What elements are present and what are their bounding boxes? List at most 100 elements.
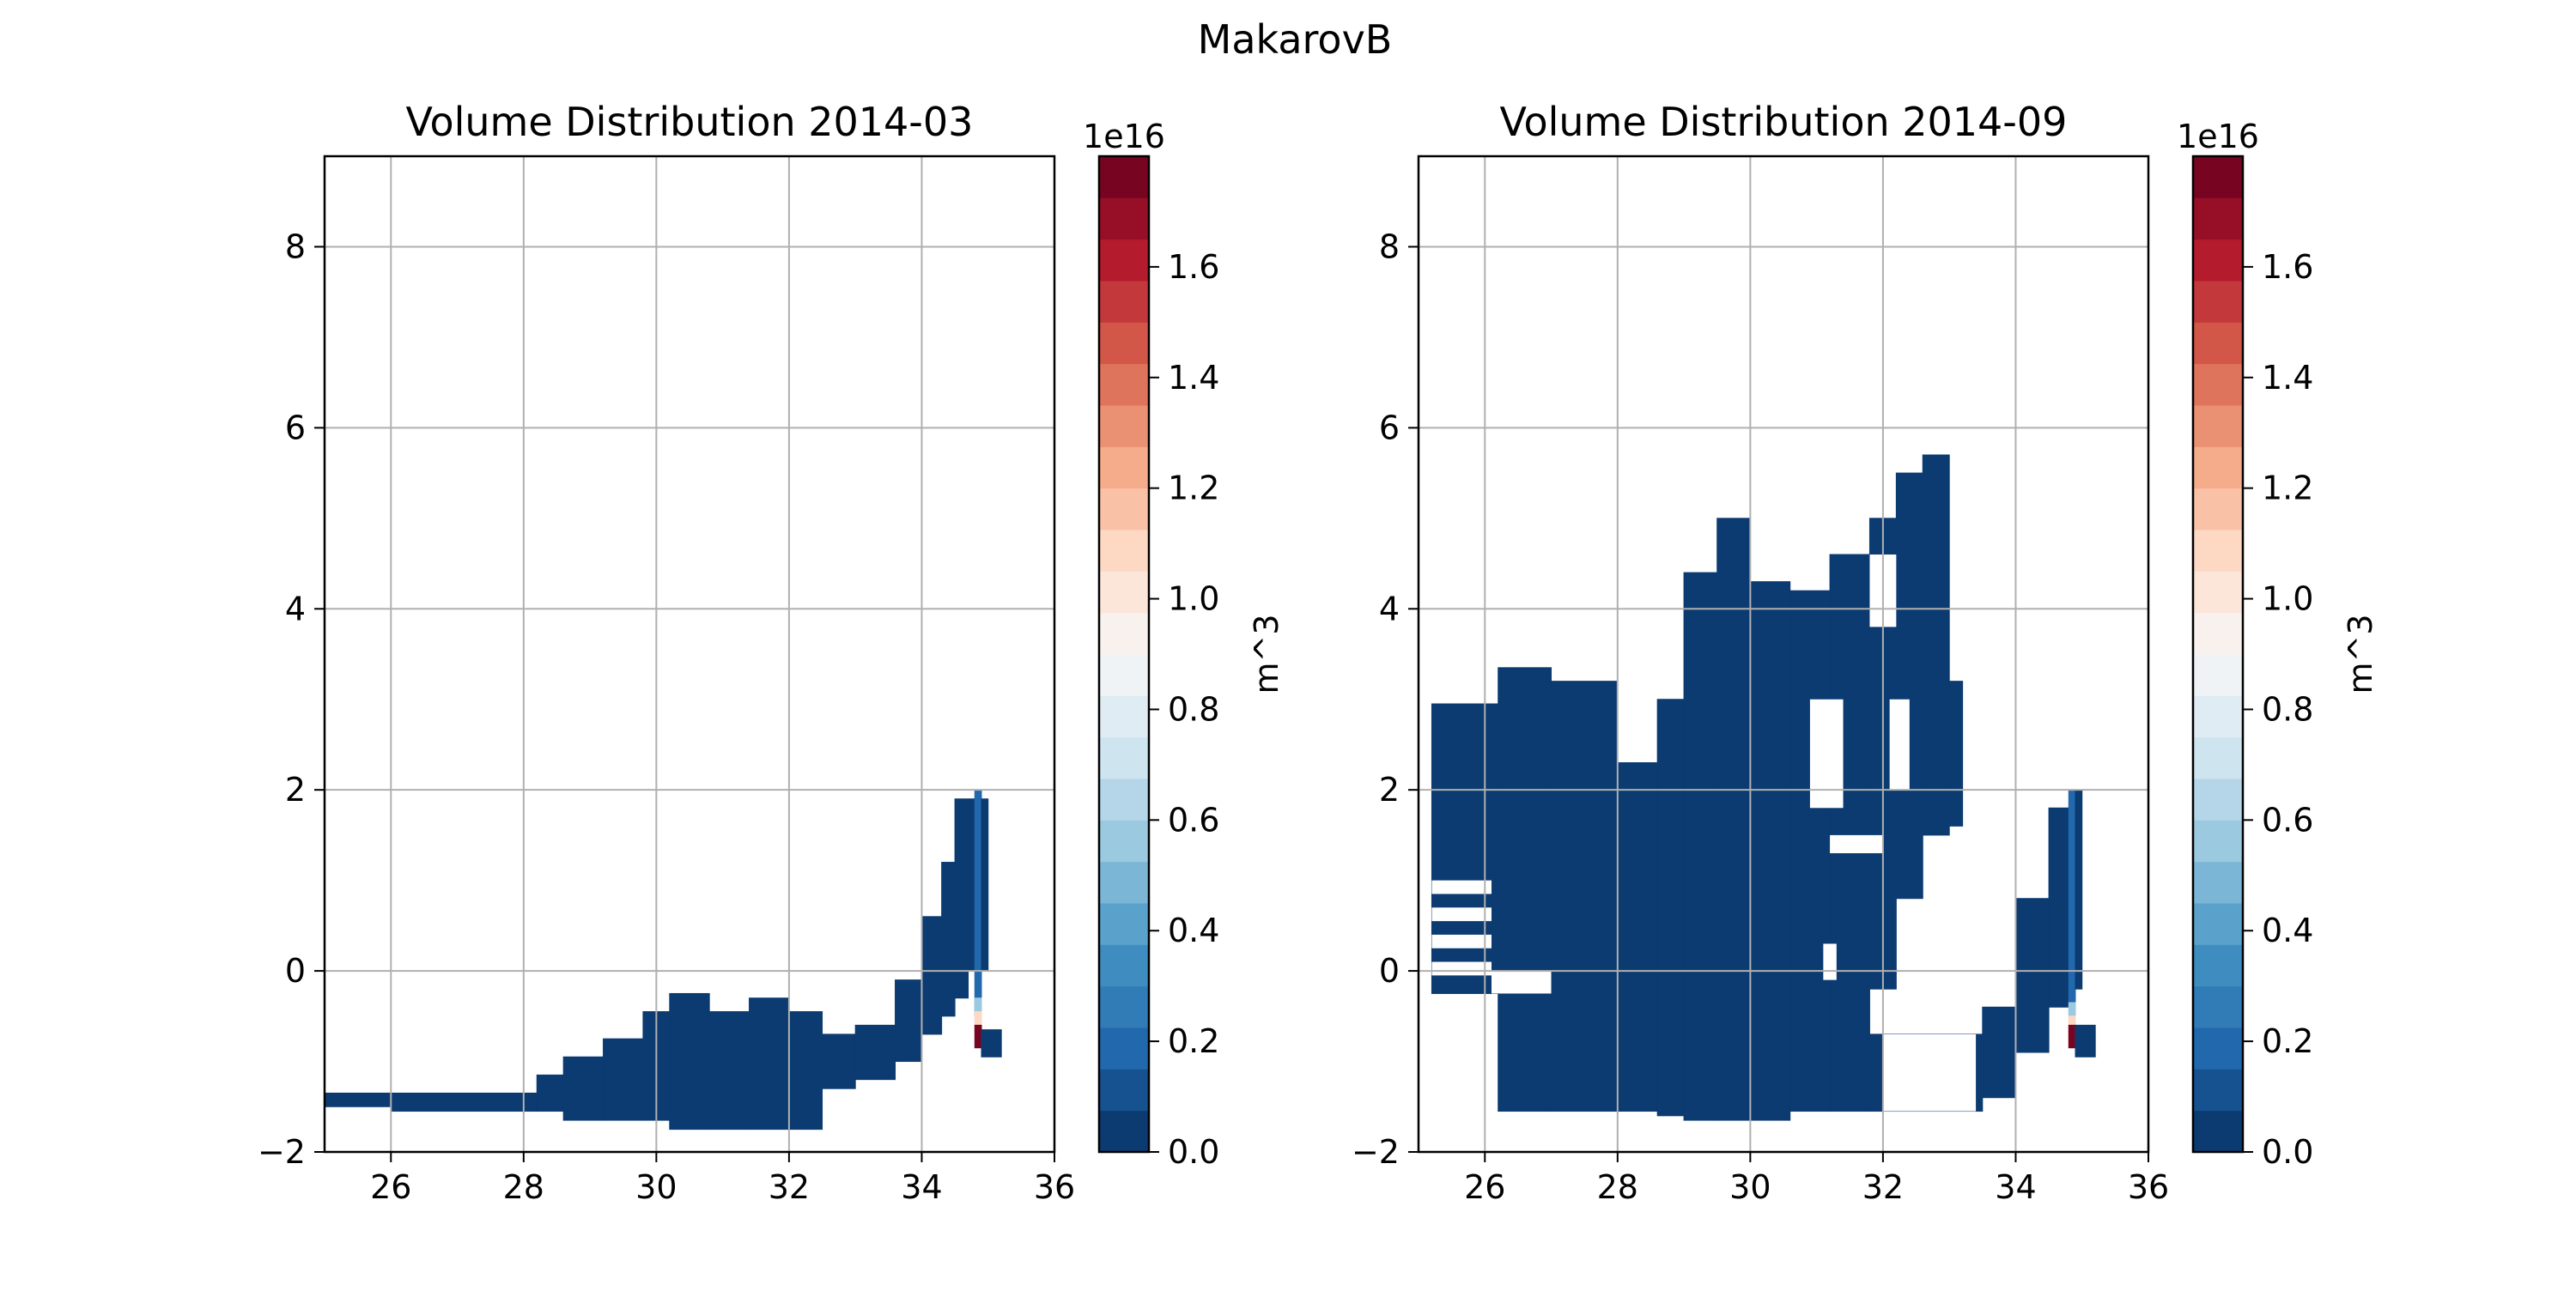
colorbar-level bbox=[2193, 695, 2243, 738]
heatmap-cell-region bbox=[1789, 590, 1831, 1112]
x-tick-label: 26 bbox=[1464, 1168, 1505, 1206]
colorbar-level bbox=[2193, 571, 2243, 614]
colorbar-level bbox=[2193, 903, 2243, 945]
colorbar-tick-label: 1.4 bbox=[2262, 359, 2313, 397]
colorbar-tick-label: 1.0 bbox=[1168, 580, 1219, 618]
colorbar-level bbox=[2193, 197, 2243, 240]
heatmap-cell-region bbox=[1749, 581, 1791, 1121]
heatmap-cell-region bbox=[920, 916, 943, 1035]
heatmap-empty-region bbox=[1830, 834, 1883, 853]
heatmap-cell-region bbox=[1895, 472, 1923, 900]
colorbar-level bbox=[2193, 405, 2243, 447]
colorbar-level bbox=[2193, 239, 2243, 282]
colorbar-level bbox=[1099, 197, 1149, 240]
colorbar-tick-label: 1.6 bbox=[2262, 248, 2313, 286]
x-tick-label: 28 bbox=[1597, 1168, 1638, 1206]
heatmap-cell-region bbox=[603, 1038, 644, 1121]
colorbar-level bbox=[2193, 985, 2243, 1028]
x-tick-label: 36 bbox=[1034, 1168, 1075, 1206]
colorbar-level bbox=[2193, 488, 2243, 530]
heatmap-cell-region bbox=[822, 1033, 856, 1089]
heatmap-cell-region bbox=[974, 997, 982, 1013]
heatmap-cell-region bbox=[2075, 789, 2083, 990]
colorbar-level bbox=[1099, 820, 1149, 863]
y-tick-label: 2 bbox=[1379, 771, 1400, 809]
colorbar-level bbox=[2193, 363, 2243, 406]
colorbar-level bbox=[2193, 736, 2243, 779]
y-tick-label: 4 bbox=[285, 590, 306, 627]
heatmap-cell-region bbox=[1656, 699, 1685, 1117]
heatmap-cell-region bbox=[981, 1029, 1002, 1058]
heatmap-cell-region bbox=[1948, 681, 1964, 827]
heatmap-cell-region bbox=[968, 798, 975, 972]
colorbar-level bbox=[1099, 405, 1149, 447]
colorbar-multiplier: 1e16 bbox=[2177, 118, 2259, 155]
heatmap-cell-region bbox=[1922, 454, 1950, 836]
colorbar-tick-label: 1.4 bbox=[1168, 359, 1219, 397]
colorbar-level bbox=[1099, 985, 1149, 1028]
heatmap-cell-region bbox=[1498, 667, 1552, 1112]
colorbar-level bbox=[2193, 779, 2243, 821]
heatmap-cell-region bbox=[2048, 807, 2069, 1008]
heatmap-cell-region bbox=[1683, 572, 1718, 1121]
colorbar-label: m^3 bbox=[1248, 614, 1285, 694]
heatmap-empty-region bbox=[1431, 961, 1492, 976]
colorbar-level bbox=[1099, 1069, 1149, 1112]
heatmap-cells bbox=[1431, 454, 2096, 1121]
heatmap-cell-region bbox=[2014, 898, 2050, 1053]
heatmap-empty-region bbox=[1431, 907, 1492, 922]
x-tick-label: 34 bbox=[1995, 1168, 2036, 1206]
heatmap-cell-region bbox=[1716, 518, 1751, 1121]
heatmap-cell-region bbox=[562, 1056, 605, 1121]
heatmap-panel-2: 26 28 30 32 34 36 −2 0 2 4 6 8 Volume Distribution 2… bbox=[1352, 99, 2379, 1206]
colorbar-level bbox=[1099, 571, 1149, 614]
y-tick-label: 8 bbox=[1379, 227, 1400, 265]
colorbar-level bbox=[1099, 903, 1149, 945]
heatmap-empty-region bbox=[1431, 934, 1492, 949]
colorbar-level bbox=[1099, 736, 1149, 779]
heatmap-cell-region bbox=[390, 1092, 538, 1112]
x-tick-label: 34 bbox=[901, 1168, 942, 1206]
colorbar-level bbox=[1099, 695, 1149, 738]
heatmap-cell-region bbox=[749, 997, 790, 1130]
y-tick-label: −2 bbox=[258, 1133, 306, 1171]
heatmap-cell-region bbox=[2068, 1002, 2076, 1017]
colorbar-tick-label: 0.0 bbox=[1168, 1133, 1219, 1171]
heatmap-cell-region bbox=[974, 1024, 982, 1049]
x-tick-label: 28 bbox=[503, 1168, 544, 1206]
colorbar-tick-label: 1.2 bbox=[2262, 470, 2313, 507]
heatmap-cell-region bbox=[1431, 703, 1499, 994]
colorbar-level bbox=[1099, 861, 1149, 904]
heatmap-cell-region bbox=[324, 1092, 392, 1107]
colorbar-level bbox=[1099, 779, 1149, 821]
colorbar-tick-label: 0.6 bbox=[2262, 801, 2313, 839]
y-tick-label: 0 bbox=[285, 952, 306, 990]
y-tick-label: 6 bbox=[285, 409, 306, 446]
colorbar-level bbox=[2193, 944, 2243, 987]
y-tick-label: 4 bbox=[1379, 590, 1400, 627]
heatmap-empty-region bbox=[1431, 880, 1492, 894]
colorbar-tick-label: 0.8 bbox=[2262, 690, 2313, 728]
colorbar-tick-label: 1.2 bbox=[1168, 470, 1219, 507]
colorbar-level bbox=[2193, 530, 2243, 572]
heatmap-cell-region bbox=[854, 1024, 896, 1081]
colorbar-level bbox=[2193, 654, 2243, 696]
x-tick-label: 26 bbox=[370, 1168, 411, 1206]
colorbar-tick-label: 1.6 bbox=[1168, 248, 1219, 286]
colorbar-level bbox=[1099, 944, 1149, 987]
heatmap-empty-region bbox=[1889, 699, 1910, 791]
heatmap-cell-region bbox=[981, 798, 989, 972]
heatmap-panel-1: 26 28 30 32 34 36 −2 0 2 4 6 8 Volume Distribution 2… bbox=[258, 99, 1285, 1206]
heatmap-cell-region bbox=[1829, 554, 1870, 1112]
colorbar-level bbox=[2193, 1027, 2243, 1070]
colorbar-level bbox=[1099, 612, 1149, 655]
colorbar-multiplier: 1e16 bbox=[1083, 118, 1165, 155]
heatmap-cell-region bbox=[954, 798, 969, 999]
colorbar-tick-label: 0.0 bbox=[2262, 1133, 2313, 1171]
colorbar-tick-label: 0.8 bbox=[1168, 690, 1219, 728]
heatmap-cell-region bbox=[2075, 1024, 2096, 1058]
heatmap-cell-region bbox=[536, 1074, 564, 1112]
y-tick-label: −2 bbox=[1352, 1133, 1400, 1171]
